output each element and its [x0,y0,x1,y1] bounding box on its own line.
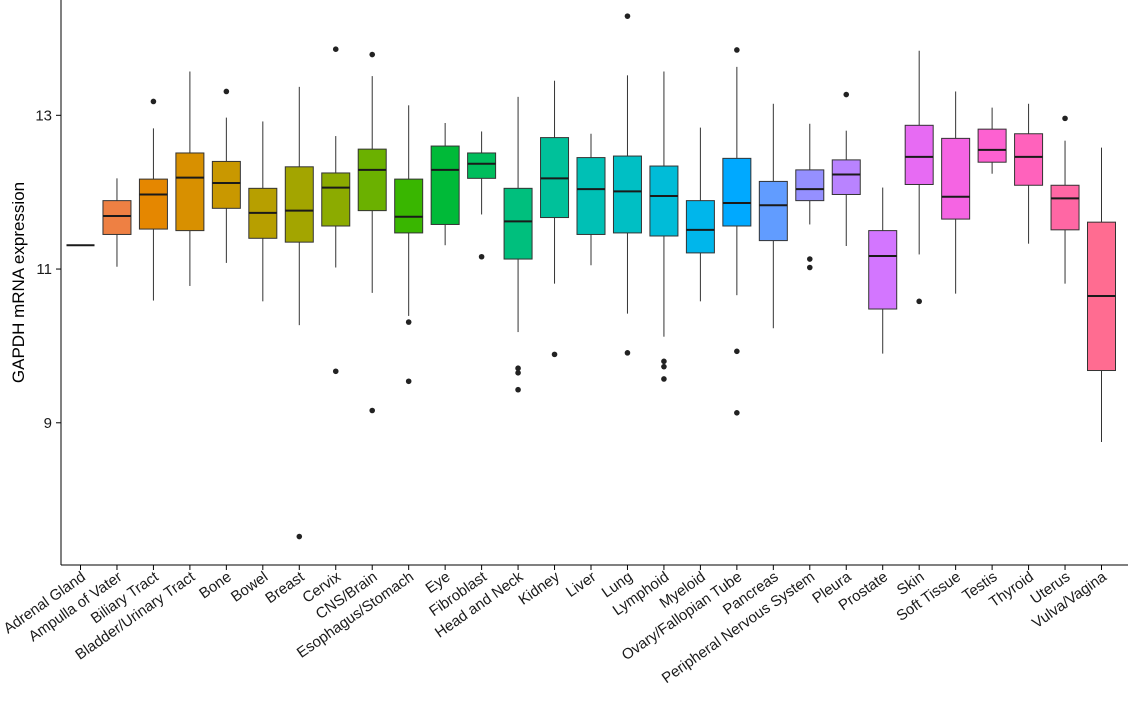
box-biliary-tract [138,98,168,301]
box-lung [612,13,642,356]
box-iqr [941,137,971,220]
outlier-point [734,348,740,355]
outlier-point [223,88,230,95]
boxes-layer [66,13,1116,540]
box-iqr [1014,133,1044,186]
box-cns-brain [357,51,387,414]
box-iqr [430,145,460,225]
box-cervix [321,46,351,375]
y-axis-ticks: 9 11 13 [35,107,61,432]
box-iqr [284,166,314,243]
box-iqr [211,160,241,209]
box-iqr [503,187,533,260]
box-iqr [576,157,606,235]
box-iqr [758,180,788,242]
outlier-point [1062,115,1068,122]
outlier-point [369,51,376,58]
outlier-point [624,13,631,19]
box-liver [576,133,606,266]
box-iqr [722,157,752,227]
box-iqr [138,178,168,230]
box-iqr [102,200,132,235]
box-ampulla-of-vater [102,178,132,267]
box-breast [284,86,314,540]
y-tick-label: 13 [35,107,52,124]
box-kidney [540,80,570,358]
box-esophagus-stomach [394,105,424,385]
y-tick-label: 9 [44,415,52,432]
outlier-point [369,407,376,414]
box-testis [977,107,1007,174]
box-iqr [649,165,679,237]
outlier-point [332,368,339,375]
box-iqr [685,200,715,254]
outlier-point [405,319,412,325]
box-iqr [175,152,205,232]
outlier-point [916,298,922,305]
outlier-point [843,91,850,98]
y-axis-title: GAPDH mRNA expression [9,182,28,383]
box-fibroblast [467,131,497,260]
outlier-point [661,376,667,382]
box-iqr [904,124,934,185]
box-prostate [868,187,898,354]
box-iqr [394,178,424,234]
x-tick-label: Liver [563,568,599,601]
box-iqr [612,155,642,234]
box-iqr [321,172,351,227]
outlier-point [296,533,303,540]
x-tick-label: Bone [196,568,234,602]
x-tick-label: Breast [262,568,308,607]
box-myeloid [685,127,715,302]
box-iqr [831,159,861,195]
y-tick-label: 11 [36,261,52,278]
box-iqr [868,230,898,310]
box-ovary-fallopian-tube [722,47,752,416]
box-pancreas [758,103,788,329]
box-bowel [248,121,278,302]
outlier-point [734,47,740,53]
outlier-point [150,98,157,105]
outlier-point [734,409,740,416]
outlier-point [624,350,631,356]
box-skin [904,50,934,305]
outlier-point [661,358,667,365]
outlier-point [661,363,667,370]
box-pleura [831,91,861,246]
outlier-point [478,253,485,260]
outlier-point [806,256,813,262]
box-soft-tissue [941,91,971,294]
outlier-point [332,46,339,52]
box-uterus [1050,115,1080,284]
outlier-point [515,386,521,393]
box-iqr [795,169,825,202]
outlier-point [551,351,558,358]
outlier-point [806,264,813,271]
box-iqr [977,128,1007,163]
box-lymphoid [649,71,679,382]
outlier-point [405,378,412,385]
outlier-point [515,365,521,372]
box-bladder-urinary-tract [175,71,205,286]
box-iqr [1050,184,1080,231]
box-bone [211,88,241,263]
box-iqr [357,148,387,212]
x-tick-label: Kidney [516,568,564,609]
box-vulva-vagina [1087,147,1116,443]
box-head-and-neck [503,96,533,393]
box-eye [430,122,460,246]
box-thyroid [1014,103,1044,244]
x-tick-label: Bowel [228,568,271,605]
outlier-point [515,370,521,376]
box-iqr [467,152,497,179]
box-peripheral-nervous-system [795,123,825,271]
